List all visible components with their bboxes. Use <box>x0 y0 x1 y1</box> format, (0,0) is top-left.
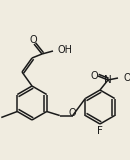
Text: O: O <box>90 71 98 81</box>
Text: O: O <box>69 108 77 119</box>
Text: OH: OH <box>58 45 73 55</box>
Text: O‧: O‧ <box>123 73 130 83</box>
Text: N: N <box>104 75 112 85</box>
Text: O: O <box>29 35 37 45</box>
Text: F: F <box>97 126 103 136</box>
